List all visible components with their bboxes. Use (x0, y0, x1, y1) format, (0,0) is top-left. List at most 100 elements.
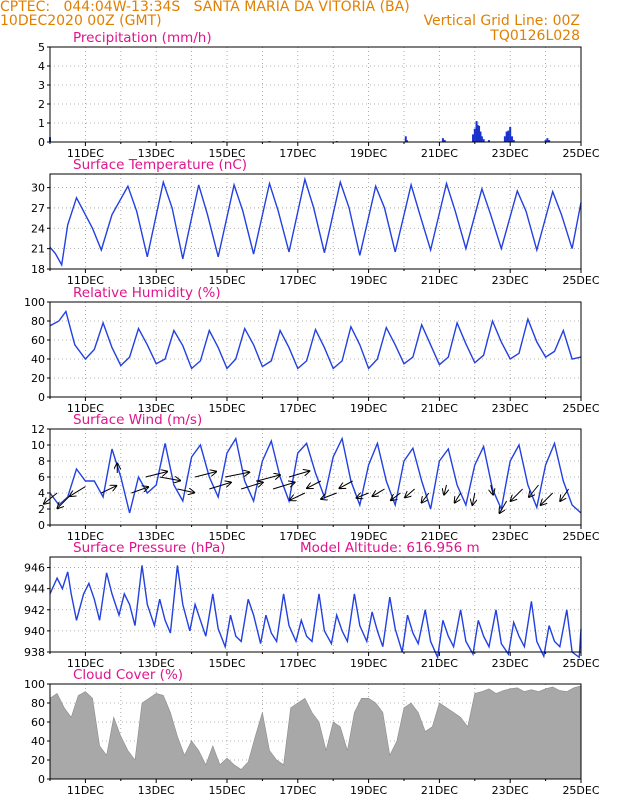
cloud-bar-68 (528, 690, 535, 779)
wind-arrow-22 (391, 492, 401, 500)
rh-xtick-label-1: 13DEC (138, 402, 175, 415)
cloud-bar-60 (471, 694, 478, 780)
cloud-bar-27 (238, 770, 245, 780)
wind-arrow-10 (209, 482, 231, 490)
station-title: CPTEC: 044:04W-13:34S SANTA MARIA DA VIT… (0, 0, 410, 15)
cloud-bar-44 (358, 698, 365, 779)
precip-xtick-label-0: 11DEC (67, 147, 104, 160)
cloud-bar-53 (422, 732, 429, 780)
press-xtick-label-0: 11DEC (67, 657, 104, 670)
press-series-line (49, 565, 582, 660)
cloud-xtick-label-4: 19DEC (350, 784, 387, 797)
cloud-bar-1 (54, 694, 61, 780)
panel-wind: 0 2 4 6 8 10 12 11DEC 13DEC 15DEC 17DEC 19DEC 21DEC 2… (31, 412, 600, 543)
rh-frame (49, 301, 582, 398)
press-annotation: Model Altitude: 616.956 m (300, 540, 480, 556)
cloud-bar-29 (252, 736, 259, 779)
precip-xtick-label-3: 17DEC (279, 147, 316, 160)
cloud-bar-35 (294, 703, 301, 779)
press-xtick-label-1: 13DEC (138, 657, 175, 670)
cloud-bar-28 (245, 762, 252, 779)
wind-arrow-24 (422, 492, 430, 503)
wind-ytick-label-2: 4 (38, 487, 45, 500)
cloud-bar-54 (429, 727, 436, 779)
wind-arrow-31 (529, 484, 539, 497)
precip-bar-22 (509, 126, 512, 142)
temp-xtick-label-0: 11DEC (67, 274, 104, 287)
temp-ytick-label-3: 27 (31, 202, 45, 215)
rh-xtick-label-6: 23DEC (492, 402, 529, 415)
temp-ytick-label-0: 18 (31, 263, 45, 276)
precip-xtick-label-2: 15DEC (208, 147, 245, 160)
wind-xtick-label-6: 23DEC (492, 530, 529, 543)
precip-bar-7 (405, 140, 408, 142)
wind-arrow-26 (455, 492, 462, 503)
cloud-bar-46 (372, 703, 379, 779)
precip-bar-17 (482, 139, 485, 142)
wind-arrow-33 (560, 488, 570, 501)
precip-ytick-label-4: 4 (38, 60, 45, 73)
precip-ytick-label-0: 0 (38, 136, 45, 149)
press-xtick-label-4: 19DEC (350, 657, 387, 670)
wind-xtick-label-4: 19DEC (350, 530, 387, 543)
temp-ytick-label-1: 21 (31, 243, 45, 256)
precip-bar-12 (475, 121, 478, 142)
precip-bar-19 (503, 136, 506, 142)
panel-press: 938 940 942 944 946 11DEC 13DEC 15DEC 17DEC 19DEC… (24, 540, 600, 670)
rh-xtick-label-2: 15DEC (208, 402, 245, 415)
cloud-bar-58 (457, 717, 464, 779)
cloud-bar-71 (549, 687, 556, 779)
cloud-bar-2 (61, 708, 68, 779)
cloud-bar-49 (393, 741, 400, 779)
wind-ytick-label-4: 8 (38, 455, 45, 468)
wind-arrow-5 (131, 487, 148, 494)
cloud-bar-19 (181, 755, 188, 779)
wind-xtick-label-3: 17DEC (279, 530, 316, 543)
cloud-xtick-label-2: 15DEC (208, 784, 245, 797)
cloud-ytick-label-5: 100 (24, 678, 45, 691)
panel-precip: 0 1 2 3 4 5 11DEC 13DEC 15DEC 17DEC 19DEC 21DEC 23DE… (38, 30, 600, 160)
wind-arrow-13 (256, 475, 280, 482)
wind-arrow-30 (511, 488, 523, 501)
temp-xtick-label-4: 19DEC (350, 274, 387, 287)
run-date: 10DEC2020 00Z (GMT) (0, 13, 162, 29)
wind-arrow-23 (405, 488, 415, 497)
cloud-bar-70 (542, 689, 549, 779)
precip-bar-10 (472, 134, 475, 142)
temp-ytick-label-4: 30 (31, 182, 45, 195)
cloud-bar-16 (160, 695, 167, 779)
wind-arrow-12 (241, 482, 263, 490)
cloud-ytick-label-4: 80 (31, 697, 45, 710)
grid-line-note: Vertical Grid Line: 00Z (423, 13, 580, 29)
cloud-bar-37 (308, 713, 315, 780)
wind-ytick-label-6: 12 (31, 423, 45, 436)
wind-arrow-3 (101, 486, 116, 494)
cloud-bar-21 (195, 751, 202, 780)
wind-xtick-label-1: 13DEC (138, 530, 175, 543)
cloud-bar-42 (344, 751, 351, 780)
precip-bar-13 (476, 124, 479, 142)
cloud-xtick-label-7: 25DEC (562, 784, 599, 797)
cloud-bar-38 (316, 722, 323, 779)
wind-ytick-label-0: 0 (38, 519, 45, 532)
rh-ytick-label-5: 100 (24, 296, 45, 309)
cloud-bar-55 (436, 703, 443, 779)
cloud-bar-72 (556, 691, 563, 779)
press-xtick-label-7: 25DEC (562, 657, 599, 670)
cloud-bar-25 (223, 758, 230, 779)
wind-xtick-label-7: 25DEC (562, 530, 599, 543)
cloud-bar-30 (259, 713, 266, 780)
cloud-bar-12 (131, 760, 138, 779)
wind-xtick-label-2: 15DEC (208, 530, 245, 543)
cloud-bar-33 (280, 765, 287, 779)
wind-series-line (49, 436, 582, 514)
wind-ytick-label-1: 2 (38, 503, 45, 516)
cloud-bar-10 (117, 736, 124, 779)
press-frame (49, 556, 582, 653)
cloud-ytick-label-3: 60 (31, 716, 45, 729)
wind-arrow-20 (357, 493, 369, 498)
cloud-bar-40 (330, 722, 337, 779)
cloud-ytick-label-0: 0 (38, 773, 45, 786)
precip-bar-26 (546, 138, 549, 142)
